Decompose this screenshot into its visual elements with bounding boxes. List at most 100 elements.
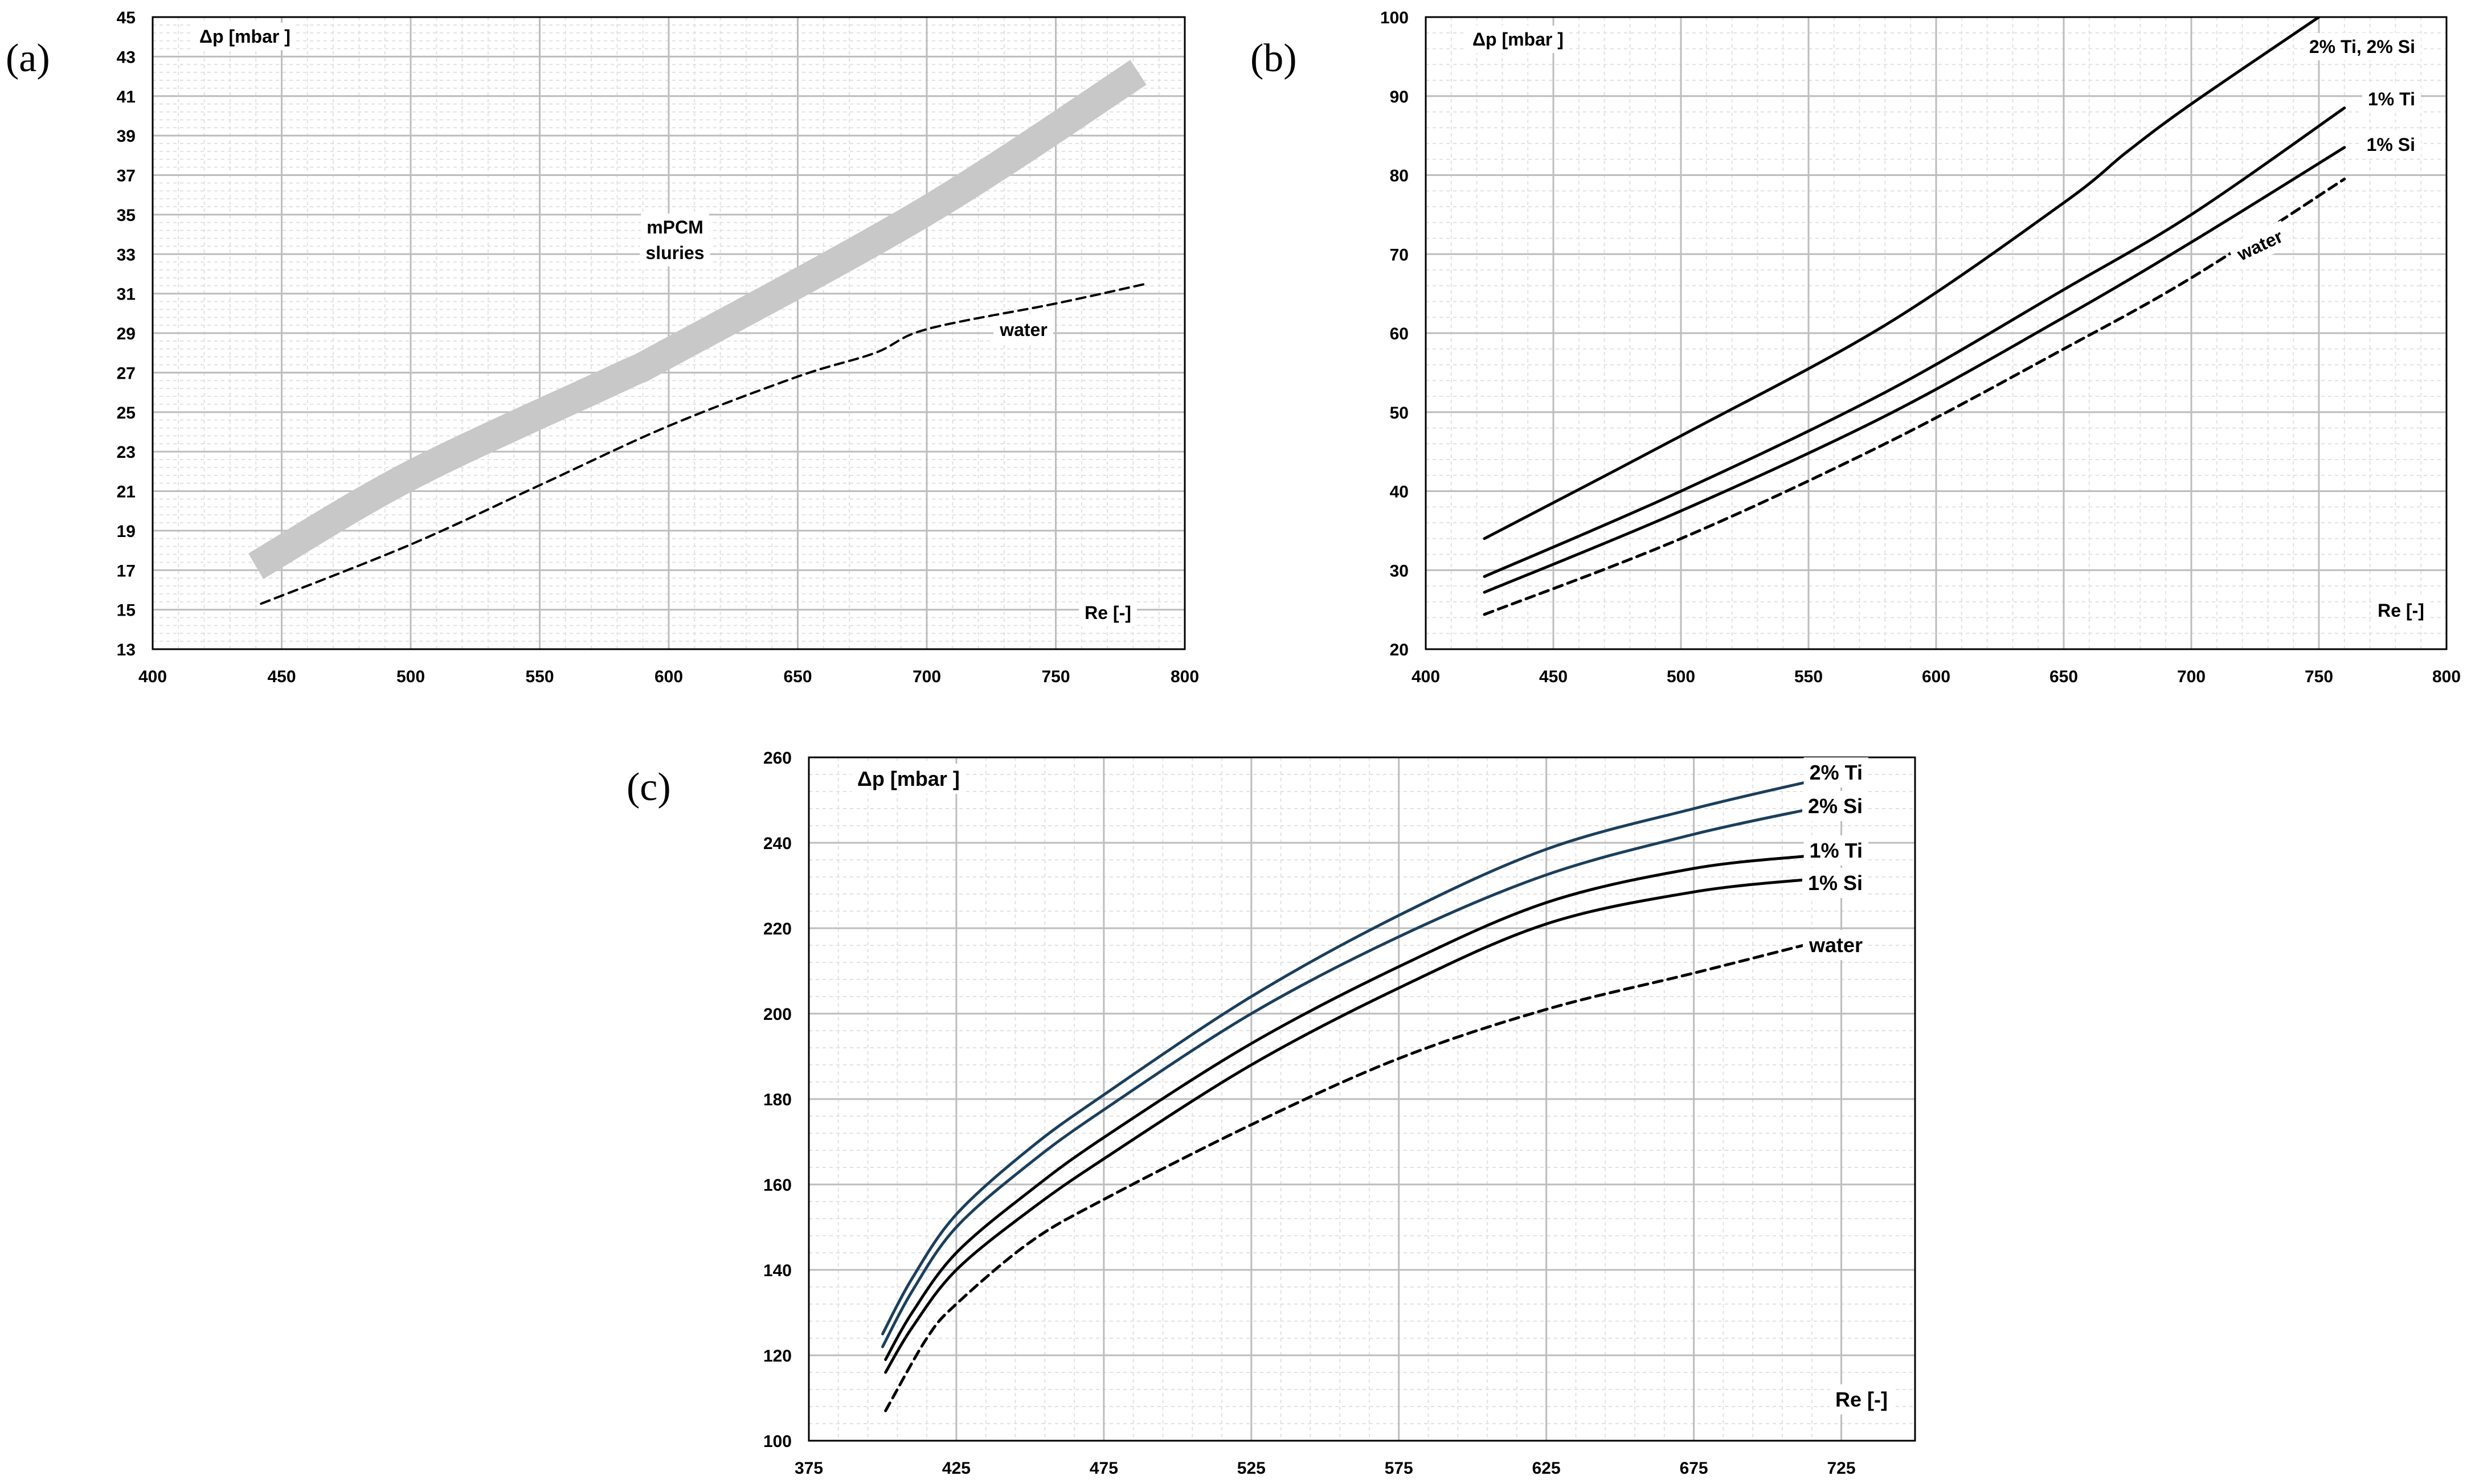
y-tick-label: 13 xyxy=(117,641,136,659)
series-group xyxy=(881,779,1814,1412)
plot-frame xyxy=(152,16,1186,650)
x-tick-labels: 400 450 500 550 600 650 700 750 800 xyxy=(138,667,1199,686)
y-tick-label: 100 xyxy=(763,1432,792,1451)
x-tick-label: 800 xyxy=(1171,667,1199,686)
x-axis-title-box: Re [-] xyxy=(1079,599,1137,626)
y-tick-label: 90 xyxy=(1390,88,1409,106)
y-tick-label: 31 xyxy=(117,285,136,304)
y-tick-labels: 20 30 40 50 60 70 80 90 100 xyxy=(1380,9,1409,659)
x-tick-label: 525 xyxy=(1237,1459,1266,1478)
y-axis-title: Δp [mbar ] xyxy=(857,767,960,790)
series-annotation-bg xyxy=(640,239,710,267)
y-tick-label: 23 xyxy=(117,443,136,462)
plot-frame xyxy=(1425,16,2448,650)
series-annotation-bg xyxy=(1802,868,1868,898)
series-annotation-bg xyxy=(1802,930,1868,960)
series-annotation: water xyxy=(999,319,1048,340)
series-annotation-bg xyxy=(1802,791,1868,821)
y-tick-label: 260 xyxy=(763,749,792,768)
y-tick-label: 17 xyxy=(117,561,136,580)
series-annotation-bg xyxy=(993,316,1053,343)
x-tick-label: 800 xyxy=(2432,667,2461,686)
y-tick-label: 20 xyxy=(1390,641,1409,659)
x-tick-label: 650 xyxy=(2049,667,2078,686)
x-tick-label: 600 xyxy=(654,667,683,686)
x-axis-title-box: Re [-] xyxy=(1830,1384,1893,1415)
y-tick-label: 45 xyxy=(117,9,136,27)
x-tick-label: 725 xyxy=(1827,1459,1856,1478)
y-tick-label: 41 xyxy=(117,88,136,106)
x-tick-label: 500 xyxy=(396,667,425,686)
x-tick-label: 600 xyxy=(1922,667,1950,686)
panel-label: (a) xyxy=(6,36,50,80)
y-tick-label: 21 xyxy=(117,483,136,502)
panel-label: (b) xyxy=(1250,36,1297,80)
y-tick-labels: 100 120 140 160 180 200 220 240 260 xyxy=(763,749,792,1451)
series-annotation-box: 2% Ti xyxy=(1803,757,1868,788)
y-tick-label: 140 xyxy=(763,1261,792,1280)
series-annotation: 1% Ti xyxy=(1810,839,1863,862)
y-tick-label: 27 xyxy=(117,364,136,383)
plot-frame xyxy=(808,756,1916,1442)
x-axis-title-bg xyxy=(2372,597,2430,624)
y-axis-title-box: Δp [mbar ] xyxy=(194,23,296,50)
y-tick-label: 60 xyxy=(1390,325,1409,343)
y-tick-label: 40 xyxy=(1390,483,1409,502)
series-annotation-box: water xyxy=(1802,930,1868,960)
panel-label: (c) xyxy=(627,765,671,809)
series-group xyxy=(248,60,1147,605)
x-axis-title: Re [-] xyxy=(2378,600,2424,621)
series-annotation-bg xyxy=(1803,757,1868,788)
series-2-ti-2-si-line xyxy=(1483,17,2321,540)
x-axis-title-box: Re [-] xyxy=(2372,597,2430,624)
y-tick-label: 33 xyxy=(117,245,136,264)
y-axis-title: Δp [mbar ] xyxy=(199,26,291,47)
y-tick-label: 160 xyxy=(763,1176,792,1195)
y-tick-label: 50 xyxy=(1390,404,1409,423)
y-axis-title: Δp [mbar ] xyxy=(1472,29,1564,50)
series-water-line xyxy=(884,941,1814,1412)
x-tick-label: 400 xyxy=(138,667,167,686)
y-axis-title-bg xyxy=(852,764,965,794)
series-annotation-box: 1% Si xyxy=(2360,131,2421,158)
series-annotation-bg xyxy=(641,214,709,241)
y-tick-labels: 13 15 17 19 21 23 25 27 29 31 33 35 37 39 41 43 45 xyxy=(117,9,136,659)
y-axis-title-box: Δp [mbar ] xyxy=(852,764,965,794)
x-tick-label: 625 xyxy=(1532,1459,1561,1478)
series-mpcm-sluries-line xyxy=(248,60,1147,579)
series-2-ti-line xyxy=(881,779,1814,1335)
series-annotation-bg xyxy=(2303,33,2421,60)
series-annotation: 1% Si xyxy=(2367,134,2415,155)
x-tick-label: 450 xyxy=(267,667,296,686)
series-1-si-line xyxy=(884,878,1814,1374)
y-tick-label: 200 xyxy=(763,1005,792,1024)
series-annotation: mPCM xyxy=(647,217,703,237)
x-tick-label: 475 xyxy=(1090,1459,1118,1478)
series-annotation-box: water xyxy=(2227,220,2293,270)
x-tick-label: 375 xyxy=(795,1459,823,1478)
x-tick-label: 750 xyxy=(2305,667,2333,686)
x-tick-label: 700 xyxy=(913,667,941,686)
x-tick-label: 550 xyxy=(1794,667,1823,686)
x-tick-label: 750 xyxy=(1041,667,1070,686)
series-annotation-box: 1% Si xyxy=(1802,868,1868,898)
series-annotation: 2% Ti, 2% Si xyxy=(2309,36,2415,57)
series-1-ti-line xyxy=(884,854,1814,1361)
series-annotation-box: 2% Si xyxy=(1802,791,1868,821)
series-annotation: sluries xyxy=(645,243,704,263)
series-annotation-bg xyxy=(2360,131,2421,158)
y-tick-label: 30 xyxy=(1390,561,1409,580)
y-tick-label: 35 xyxy=(117,206,136,225)
x-axis-title: Re [-] xyxy=(1085,602,1131,623)
y-axis-title-bg xyxy=(194,23,296,50)
series-annotation-box: mPCM xyxy=(641,214,709,241)
series-1-si-line xyxy=(1483,146,2346,594)
y-tick-label: 43 xyxy=(117,48,136,67)
y-tick-label: 100 xyxy=(1380,9,1409,27)
series-annotation: 1% Si xyxy=(1808,871,1863,895)
series-annotation: 2% Ti xyxy=(1810,761,1863,784)
x-axis-title-bg xyxy=(1079,599,1137,626)
series-annotation: water xyxy=(1809,933,1863,957)
y-tick-label: 180 xyxy=(763,1091,792,1109)
